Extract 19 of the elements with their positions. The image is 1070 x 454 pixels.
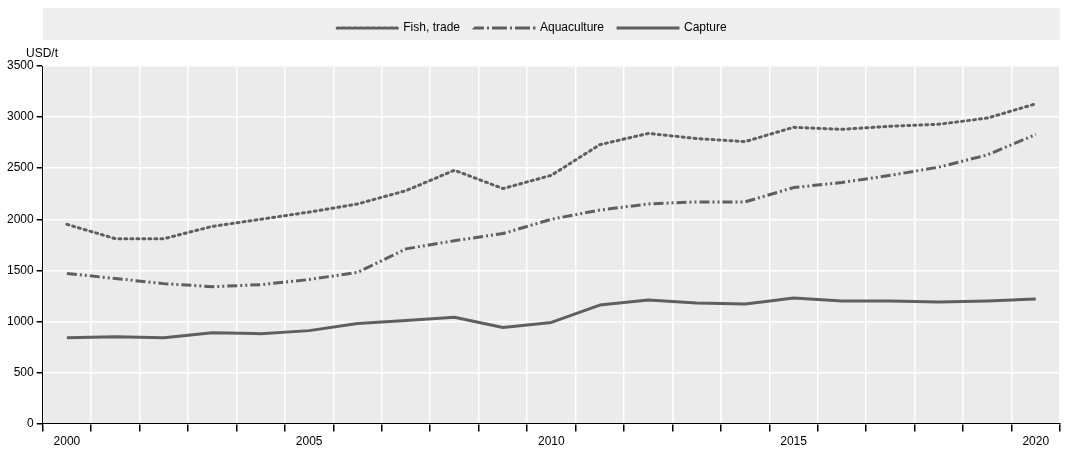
y-tick-label: 3000 [6, 109, 35, 124]
y-tick-label: 1500 [6, 262, 35, 277]
x-tick-label: 2020 [1022, 434, 1050, 449]
legend-label: Fish, trade [403, 20, 461, 35]
x-tick-label: 2015 [780, 434, 808, 449]
y-tick-label: 0 [27, 415, 35, 430]
x-tick-label: 2000 [53, 434, 81, 449]
y-tick-label: 1000 [6, 313, 35, 328]
line-series [65, 102, 1038, 241]
y-tick-label: 2500 [6, 160, 35, 175]
x-tick-label: 2005 [295, 434, 323, 449]
x-tick-label: 2010 [538, 434, 566, 449]
legend-label: Capture [684, 20, 728, 35]
y-tick-label: 2000 [6, 211, 35, 226]
y-tick-label: 3500 [6, 58, 35, 73]
y-tick-label: 500 [13, 364, 35, 379]
legend-label: Aquaculture [539, 20, 605, 35]
line-series [65, 132, 1038, 289]
y-axis-title: USD/t [26, 46, 59, 61]
